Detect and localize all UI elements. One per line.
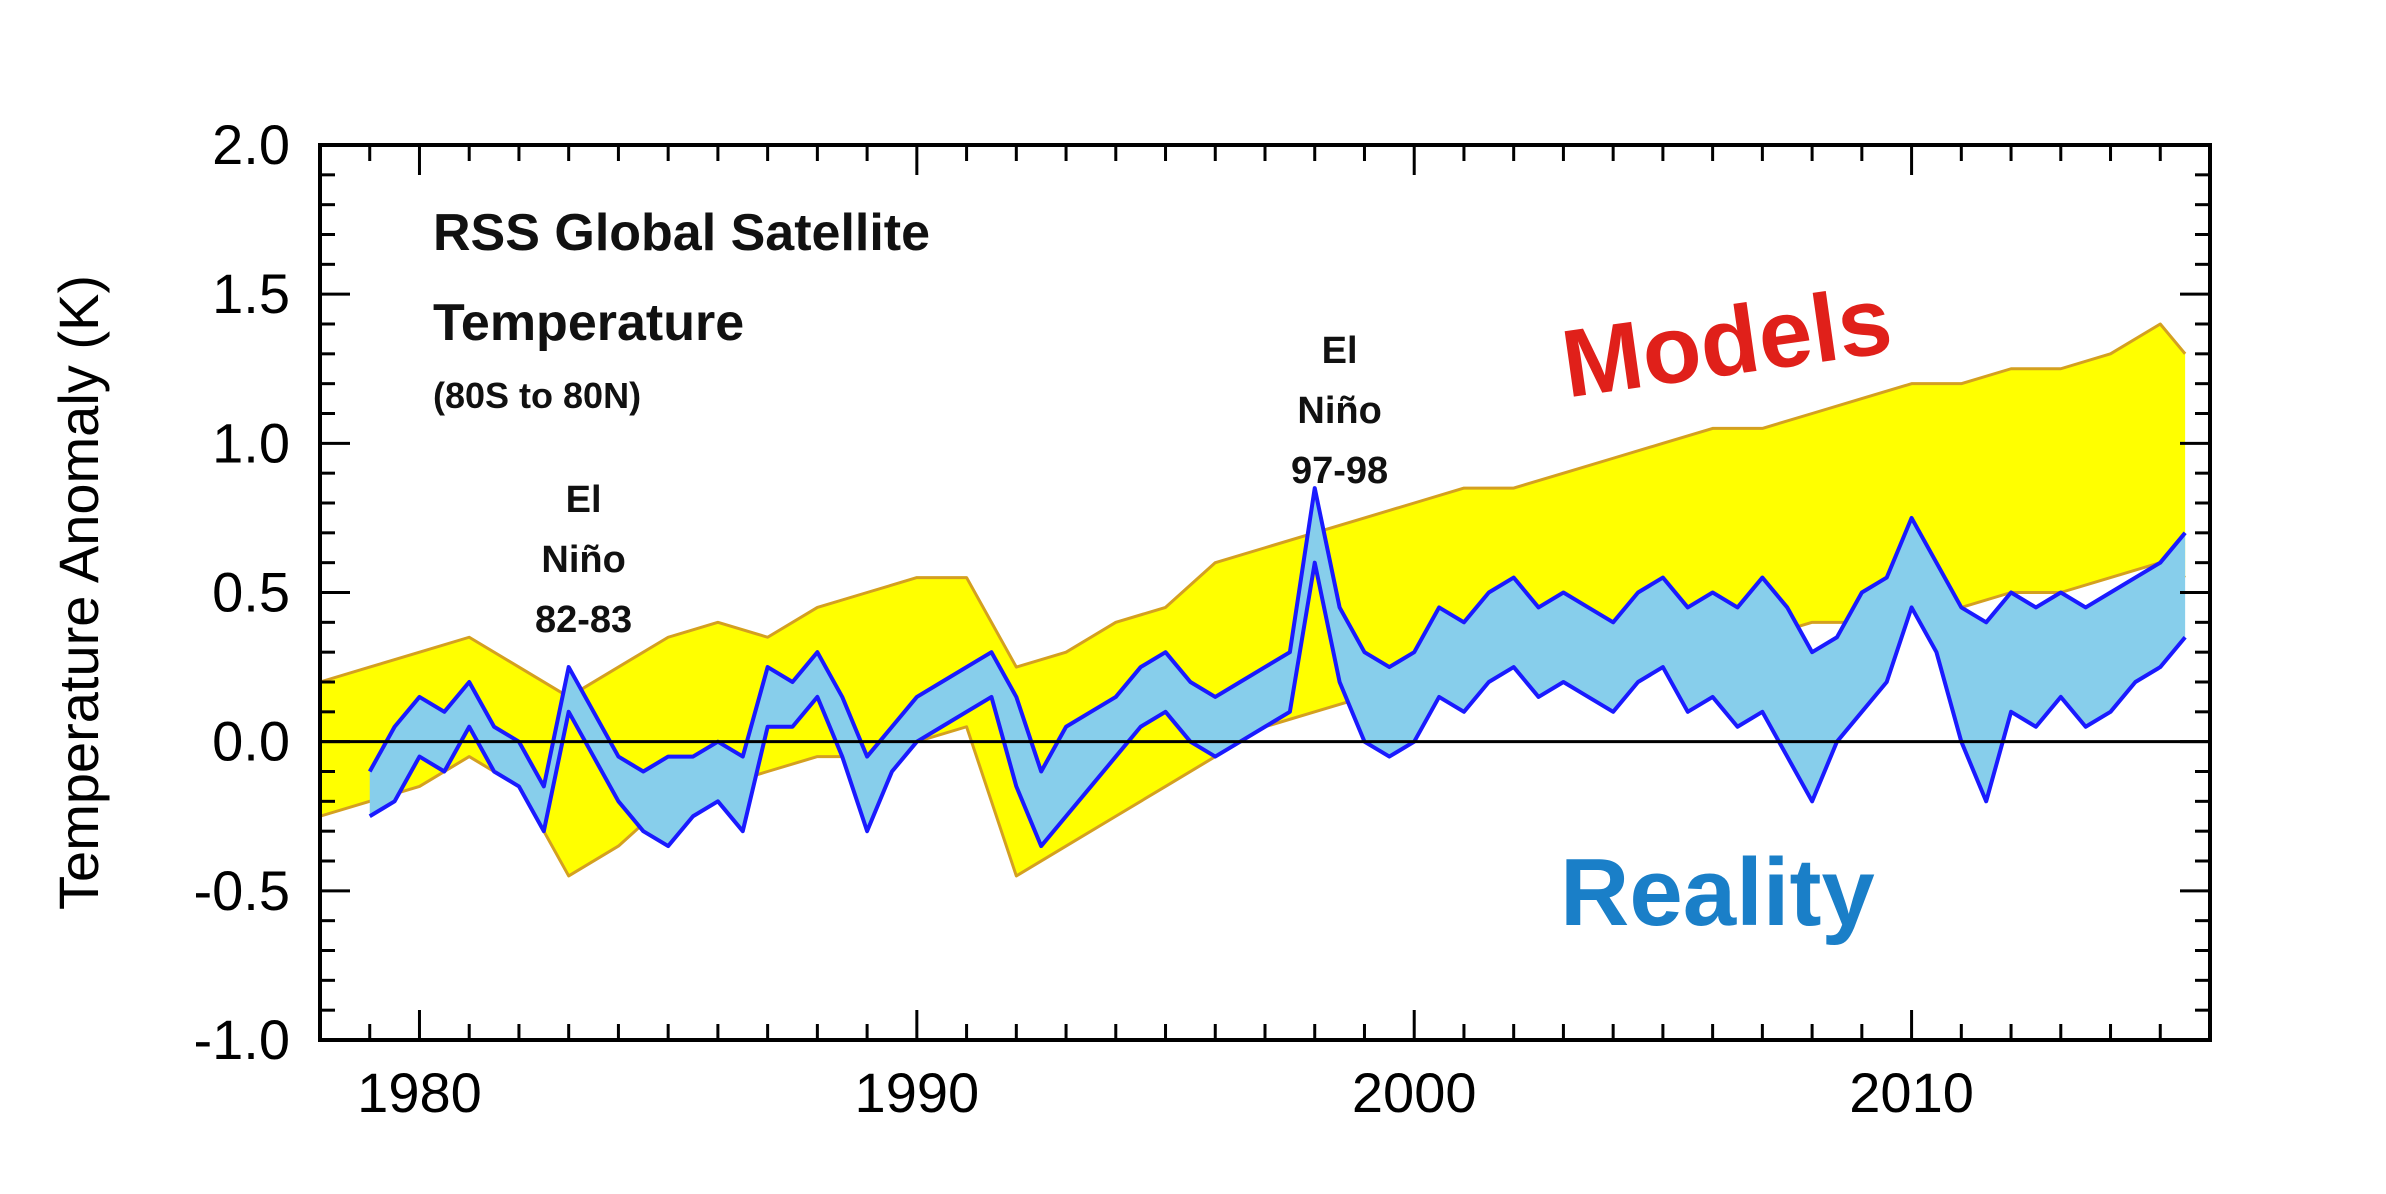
y-tick-label: 2.0 [212, 113, 290, 176]
axes: -1.0 -0.5 0.0 0.5 1.0 1.5 2.0 1980 1990 2000 2010 T… [47, 113, 2212, 1124]
chart-title-line-2: Temperature [433, 294, 744, 352]
x-tick-label: 2010 [1849, 1061, 1974, 1124]
x-tick-label: 2000 [1352, 1061, 1477, 1124]
y-tick-label: 1.0 [212, 411, 290, 474]
x-tick-label: 1980 [357, 1061, 482, 1124]
el-nino-annotation: Niño [1297, 390, 1381, 432]
y-axis-label: Temperature Anomaly (K) [47, 275, 110, 910]
reality-label: Reality [1560, 839, 1875, 946]
el-nino-annotation: El [566, 479, 602, 521]
x-tick-label: 1990 [855, 1061, 980, 1124]
el-nino-annotation: 82-83 [535, 599, 632, 641]
models-band-area [320, 324, 2186, 876]
el-nino-annotation: 97-98 [1291, 450, 1388, 492]
el-nino-annotation: Niño [541, 539, 625, 581]
y-tick-label: 1.5 [212, 262, 290, 325]
models-upper-line [319, 322, 2187, 699]
chart-subtitle: (80S to 80N) [433, 375, 641, 416]
y-tick-label: -1.0 [194, 1008, 291, 1071]
y-tick-label: 0.0 [212, 710, 290, 773]
reality-band-area [369, 488, 2186, 847]
plot-area [319, 322, 2210, 878]
chart-title-line-1: RSS Global Satellite [433, 204, 930, 262]
y-tick-label: 0.5 [212, 561, 290, 624]
el-nino-annotation: El [1322, 330, 1358, 372]
models-label: Models [1556, 266, 1898, 418]
reality-upper-line [367, 486, 2187, 789]
reality-lower-line [368, 560, 2187, 849]
y-tick-label: -0.5 [194, 859, 291, 922]
